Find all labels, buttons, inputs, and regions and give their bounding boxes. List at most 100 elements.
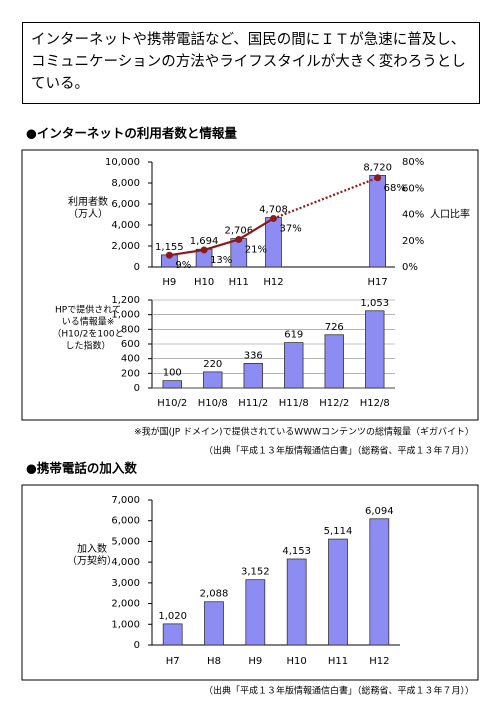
line-marker xyxy=(374,174,382,182)
y-tick-label: 400 xyxy=(121,354,140,365)
y-axis-label: HPで提供されて xyxy=(55,304,121,316)
chart-frame xyxy=(21,149,479,421)
value-label: 6,094 xyxy=(365,506,394,517)
x-tick-label: H12 xyxy=(369,656,389,667)
x-tick-label: H9 xyxy=(248,656,262,667)
projection-line xyxy=(273,176,379,220)
y-tick-label: 0 xyxy=(134,383,140,394)
y-axis-label: 利用者数 xyxy=(68,195,108,208)
intro-text: インターネットや携帯電話など、国民の間にＩＴが急速に普及し、コミュニケーションの… xyxy=(22,22,480,104)
x-tick-label: H10 xyxy=(287,656,307,667)
value-label: 3,152 xyxy=(241,567,270,578)
value-label: 1,155 xyxy=(155,242,184,253)
bar xyxy=(243,363,263,389)
y-tick-label: 10,000 xyxy=(105,157,140,168)
y2-tick-label: 0% xyxy=(402,262,418,273)
value-label: 1,053 xyxy=(360,298,389,309)
bar xyxy=(369,518,390,646)
y-axis-label: した指数） xyxy=(65,340,110,352)
bar xyxy=(284,342,304,389)
y-tick-label: 3,000 xyxy=(111,578,140,589)
y-axis-label: いる情報量※ xyxy=(62,316,115,328)
y2-tick-label: 20% xyxy=(402,236,424,247)
value-label: 1,020 xyxy=(158,611,187,622)
bar xyxy=(245,579,266,646)
x-tick-label: H11 xyxy=(328,656,348,667)
line-value-label: 68% xyxy=(384,183,406,194)
x-tick-label: H9 xyxy=(162,277,176,288)
line-value-label: 21% xyxy=(245,244,267,255)
y-tick-label: 8,000 xyxy=(111,178,140,189)
y-axis-label: （万人） xyxy=(68,208,108,220)
x-tick-label: H17 xyxy=(368,277,388,288)
x-tick-label: H7 xyxy=(166,656,180,667)
y-tick-label: 200 xyxy=(121,368,140,379)
note: （出典「平成１３年版情報通信白書」（総務省、平成１３年７月）） xyxy=(204,685,474,697)
line xyxy=(169,217,275,257)
y-tick-label: 800 xyxy=(121,324,140,335)
y-tick-label: 4,000 xyxy=(111,557,140,568)
y-tick-label: 6,000 xyxy=(111,199,140,210)
value-label: 4,153 xyxy=(282,546,311,557)
line-value-label: 37% xyxy=(280,223,302,234)
value-label: 4,708 xyxy=(259,205,288,216)
y-tick-label: 2,000 xyxy=(111,241,140,252)
y2-axis-label: 人口比率 xyxy=(430,208,470,221)
value-label: 2,088 xyxy=(200,589,229,600)
y-axis-label: 加入数 xyxy=(77,542,107,555)
bar xyxy=(162,380,182,389)
value-label: 2,706 xyxy=(224,226,253,237)
line-value-label: 13% xyxy=(210,255,232,266)
line-marker xyxy=(270,214,277,222)
x-tick-label: H10/8 xyxy=(198,398,228,409)
y-tick-label: 2,000 xyxy=(111,599,140,610)
y2-tick-label: 40% xyxy=(402,210,424,221)
y2-tick-label: 80% xyxy=(402,157,424,168)
y-tick-label: 4,000 xyxy=(111,220,140,231)
y-tick-label: 1,000 xyxy=(111,619,140,630)
line-marker xyxy=(165,251,173,259)
x-tick-label: H12/2 xyxy=(319,398,349,409)
bar xyxy=(324,334,344,389)
x-tick-label: H12 xyxy=(263,277,283,288)
value-label: 100 xyxy=(163,368,182,379)
y-tick-label: 600 xyxy=(121,339,140,350)
value-label: 220 xyxy=(203,359,222,370)
x-tick-label: H10/2 xyxy=(157,398,187,409)
x-tick-label: H11/8 xyxy=(279,398,309,409)
bar xyxy=(286,558,307,646)
bar xyxy=(203,371,223,389)
y-axis-label: （H10/2を100と xyxy=(52,329,123,340)
y-tick-label: 0 xyxy=(134,262,140,273)
note: （出典「平成１３年版情報通信白書」（総務省、平成１３年７月）） xyxy=(204,445,474,457)
x-tick-label: H12/8 xyxy=(360,398,390,409)
y-tick-label: 1,200 xyxy=(111,295,140,306)
bar xyxy=(162,623,183,646)
y-tick-label: 0 xyxy=(134,640,140,651)
value-label: 726 xyxy=(325,322,344,333)
x-tick-label: H11/2 xyxy=(238,398,268,409)
value-label: 619 xyxy=(284,330,303,341)
x-tick-label: H8 xyxy=(207,656,221,667)
y-axis-label: （万契約） xyxy=(67,554,117,567)
value-label: 5,114 xyxy=(324,526,353,537)
y-tick-label: 7,000 xyxy=(111,495,140,506)
line-marker xyxy=(200,246,208,254)
bar xyxy=(365,310,385,389)
chart-title: ●携帯電話の加入数 xyxy=(26,461,137,476)
line-value-label: 9% xyxy=(175,260,191,271)
y-tick-label: 6,000 xyxy=(111,516,140,527)
value-label: 8,720 xyxy=(363,162,392,173)
bar xyxy=(328,538,348,646)
chart-frame xyxy=(21,484,479,681)
y2-tick-label: 60% xyxy=(402,183,424,194)
line-marker xyxy=(235,235,243,243)
x-tick-label: H10 xyxy=(194,277,214,288)
chart-title: ●インターネットの利用者数と情報量 xyxy=(26,126,237,141)
x-tick-label: H11 xyxy=(229,277,249,288)
bar xyxy=(204,601,224,646)
y-tick-label: 1,000 xyxy=(111,310,140,321)
y-tick-label: 5,000 xyxy=(111,536,140,547)
